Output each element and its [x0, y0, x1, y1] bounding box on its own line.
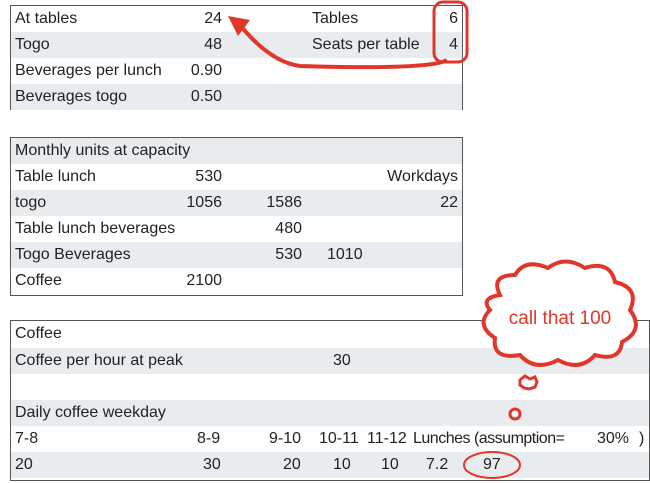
- cell: 7-8: [15, 430, 39, 447]
- workdays-value: 22: [440, 194, 458, 211]
- table-title: Monthly units at capacity: [15, 142, 191, 159]
- row-label: Beverages per lunch: [15, 62, 162, 79]
- row-value: 24: [204, 10, 222, 27]
- table-title: Coffee: [15, 325, 62, 342]
- cell: 20: [15, 456, 33, 473]
- row-label: Togo: [15, 36, 50, 53]
- table-header: Monthly units at capacity: [11, 138, 462, 164]
- cell: 20: [283, 456, 301, 473]
- cell: 7.2: [426, 456, 449, 473]
- circle-highlight: [463, 451, 521, 479]
- cloud-bubble-icon: [518, 374, 539, 391]
- assumption-value: 30%: [597, 430, 630, 447]
- cell: 2100: [186, 272, 222, 289]
- table-row: At tables 24 Tables 6: [11, 6, 462, 32]
- cloud-text: call that 100: [508, 308, 612, 329]
- table-row: Beverages per lunch 0.90: [11, 58, 462, 84]
- arrow-line: [238, 23, 449, 70]
- row-label: togo: [15, 194, 47, 211]
- row-label: Coffee per hour at peak: [15, 352, 183, 369]
- cell: 10: [381, 456, 399, 473]
- cell: 11-12: [367, 430, 407, 447]
- table-row: Daily coffee weekday: [11, 400, 649, 426]
- table-row: Togo 48 Seats per table 4: [11, 32, 462, 58]
- paren: ): [639, 430, 645, 447]
- seats-value: 4: [449, 36, 458, 53]
- cell: 1056: [186, 194, 222, 211]
- table-header: Coffee: [11, 321, 649, 347]
- row-label: Daily coffee weekday: [15, 404, 166, 421]
- row-label: Togo Beverages: [15, 246, 131, 263]
- cell: 9-10: [269, 430, 302, 447]
- lunches-label: Lunches (assumption=: [413, 430, 565, 447]
- highlight-box: [432, 0, 469, 64]
- table-row: 20 30 20 10 10 7.2 97: [11, 452, 649, 478]
- seats-label: Seats per table: [312, 36, 420, 53]
- cell: 10-11: [319, 430, 359, 447]
- cloud-bubble-icon: [508, 407, 522, 421]
- row-label: Table lunch: [15, 168, 96, 185]
- row-label: Coffee: [15, 272, 62, 289]
- tables-label: Tables: [312, 10, 359, 27]
- workdays-label: Workdays: [387, 168, 458, 185]
- cloud-icon: [481, 259, 638, 367]
- row-label: Table lunch beverages: [15, 220, 176, 237]
- row-value: 0.90: [190, 62, 222, 79]
- row-label: At tables: [15, 10, 78, 27]
- total-value: 97: [483, 456, 501, 473]
- table-row: Beverages togo 0.50: [11, 84, 462, 110]
- cell: 10: [333, 456, 351, 473]
- table-row: togo 1056 1586 22: [11, 190, 462, 216]
- table-row: Table lunch beverages 480: [11, 216, 462, 242]
- arrow-head-icon: [228, 16, 250, 36]
- monthly-table: Monthly units at capacity Table lunch 53…: [10, 137, 463, 296]
- row-value: 0.50: [190, 88, 222, 105]
- cell: 8-9: [197, 430, 221, 447]
- cell: 30: [333, 352, 351, 369]
- row-label: Beverages togo: [15, 88, 128, 105]
- cell: 30: [203, 456, 221, 473]
- cell: 1010: [327, 246, 363, 263]
- cell: 1586: [266, 194, 302, 211]
- cell: 530: [195, 168, 222, 185]
- table-row: Table lunch 530 Workdays: [11, 164, 462, 190]
- table-row: Togo Beverages 530 1010: [11, 242, 462, 268]
- table-row: 7-8 8-9 9-10 10-11 11-12 Lunches (assump…: [11, 426, 649, 452]
- cell: 480: [275, 220, 302, 237]
- tables-value: 6: [449, 10, 458, 27]
- row-value: 48: [204, 36, 222, 53]
- cell: 530: [275, 246, 302, 263]
- table-row: Coffee 2100: [11, 268, 462, 294]
